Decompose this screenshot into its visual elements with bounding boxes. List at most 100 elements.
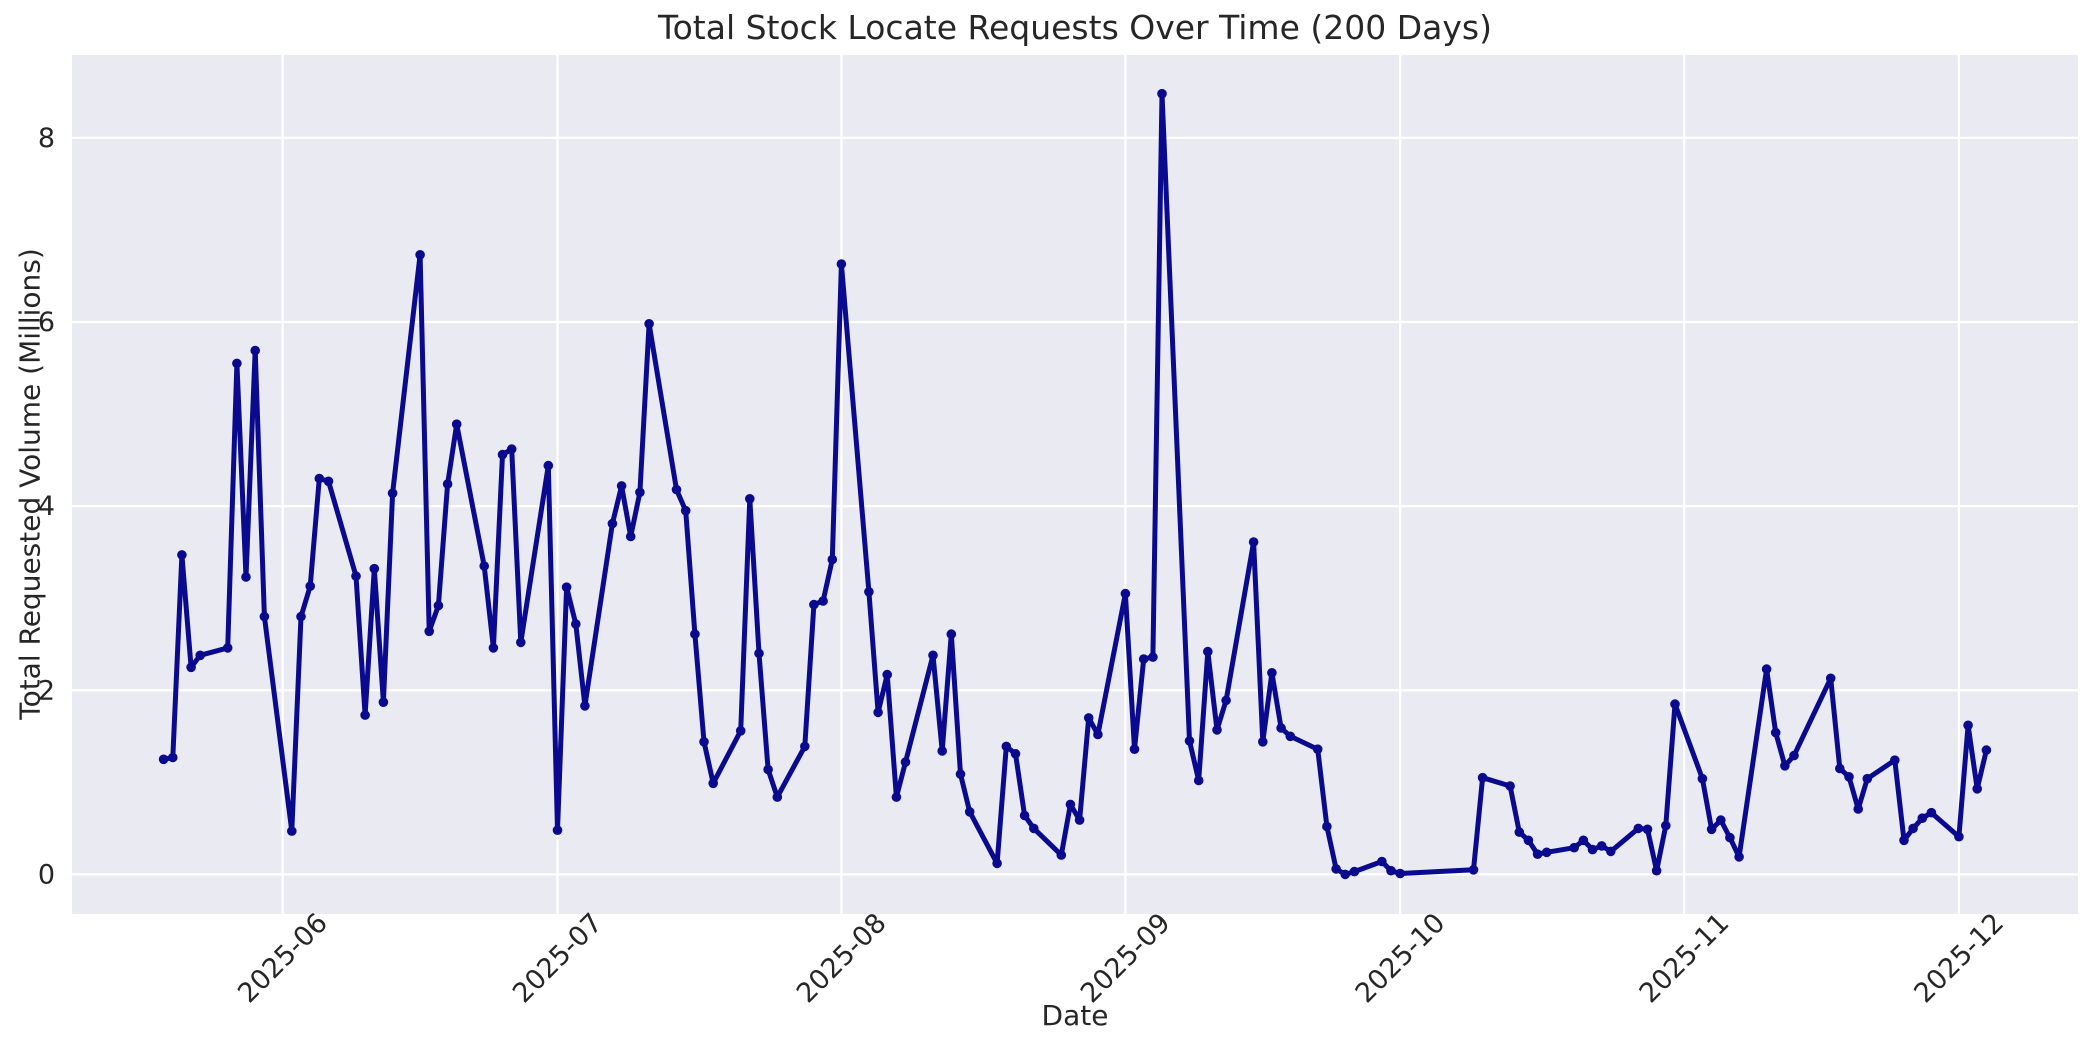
data-point bbox=[571, 619, 581, 629]
data-point bbox=[1468, 865, 1479, 875]
data-point bbox=[1505, 781, 1515, 791]
data-point bbox=[351, 571, 361, 581]
data-point bbox=[1083, 713, 1094, 723]
data-point bbox=[580, 701, 590, 711]
x-axis-tick-labels: 2025-06 2025-07 2025-08 2025-09 2025-10 2025-… bbox=[232, 908, 2010, 1010]
data-point bbox=[1221, 695, 1231, 706]
x-axis-label: Date bbox=[1041, 999, 1109, 1032]
y-tick-label: 2 bbox=[38, 675, 55, 706]
data-point bbox=[1890, 755, 1900, 765]
data-point bbox=[763, 764, 773, 775]
data-point bbox=[1019, 810, 1030, 821]
data-point bbox=[1065, 799, 1076, 810]
data-point bbox=[186, 662, 196, 673]
data-series bbox=[158, 88, 1992, 880]
gridlines bbox=[72, 55, 2078, 914]
data-point bbox=[992, 858, 1002, 869]
data-point bbox=[735, 726, 746, 736]
data-point bbox=[625, 531, 636, 542]
data-point bbox=[415, 250, 425, 260]
data-point bbox=[1248, 537, 1259, 547]
data-point bbox=[1825, 673, 1836, 684]
plot-background bbox=[72, 55, 2078, 914]
data-point bbox=[800, 741, 810, 752]
data-point bbox=[1157, 88, 1167, 99]
y-tick-label: 6 bbox=[38, 307, 55, 338]
data-point bbox=[1578, 835, 1589, 846]
data-point bbox=[543, 460, 554, 471]
data-point bbox=[1716, 815, 1726, 825]
data-point bbox=[1386, 865, 1396, 876]
data-point bbox=[1276, 723, 1286, 733]
data-point bbox=[1541, 847, 1552, 858]
x-tick-label: 2025-10 bbox=[1350, 908, 1452, 1010]
y-axis-label: Total Requested Volume (Millions) bbox=[13, 248, 47, 720]
series-line bbox=[161, 91, 1989, 877]
data-point bbox=[644, 319, 654, 329]
data-point bbox=[1981, 745, 1992, 755]
data-point bbox=[1761, 664, 1772, 674]
data-point bbox=[1203, 646, 1213, 657]
data-point bbox=[882, 669, 892, 680]
data-point bbox=[1835, 763, 1845, 774]
data-point bbox=[1706, 824, 1717, 835]
data-point bbox=[222, 643, 233, 653]
data-point bbox=[1770, 727, 1781, 738]
data-point bbox=[378, 697, 389, 707]
y-tick-label: 8 bbox=[38, 123, 55, 154]
data-point bbox=[1129, 744, 1140, 754]
data-point bbox=[607, 518, 618, 529]
data-point bbox=[900, 757, 911, 767]
data-point bbox=[818, 596, 828, 606]
data-point bbox=[827, 554, 838, 565]
x-tick-label: 2025-11 bbox=[1634, 908, 1736, 1010]
data-point bbox=[1477, 772, 1488, 783]
data-point bbox=[259, 611, 270, 622]
data-point bbox=[1395, 868, 1405, 879]
data-point bbox=[479, 561, 490, 571]
data-point bbox=[1514, 827, 1525, 837]
data-point bbox=[1853, 804, 1863, 814]
data-point bbox=[946, 629, 957, 639]
data-point bbox=[836, 259, 847, 269]
data-point bbox=[1725, 832, 1735, 843]
data-point bbox=[1377, 856, 1387, 867]
data-point bbox=[1138, 654, 1149, 664]
data-point bbox=[1569, 842, 1579, 853]
data-point bbox=[158, 754, 169, 765]
data-point bbox=[250, 345, 260, 356]
data-point bbox=[1734, 852, 1744, 862]
data-point bbox=[369, 563, 380, 574]
data-point bbox=[1661, 820, 1671, 831]
data-point bbox=[287, 826, 297, 836]
data-point bbox=[1697, 773, 1708, 784]
data-point bbox=[1642, 824, 1653, 835]
data-point bbox=[1972, 784, 1982, 794]
data-point bbox=[1596, 841, 1607, 851]
data-point bbox=[1312, 744, 1323, 754]
x-tick-label: 2025-08 bbox=[791, 908, 893, 1010]
x-tick-label: 2025-12 bbox=[1908, 908, 2010, 1010]
data-point bbox=[1331, 864, 1341, 874]
data-point bbox=[1789, 750, 1799, 761]
data-point bbox=[708, 778, 718, 789]
data-point bbox=[1285, 731, 1296, 742]
data-point bbox=[1651, 865, 1662, 876]
data-point bbox=[1001, 741, 1012, 752]
data-point bbox=[1606, 846, 1616, 857]
x-tick-label: 2025-06 bbox=[232, 908, 334, 1010]
data-point bbox=[1010, 749, 1021, 759]
data-point bbox=[891, 792, 902, 802]
data-point bbox=[1862, 773, 1873, 784]
data-point bbox=[616, 481, 627, 491]
x-tick-label: 2025-09 bbox=[1075, 908, 1177, 1010]
data-point bbox=[937, 746, 947, 756]
data-point bbox=[1908, 823, 1918, 834]
data-point bbox=[964, 807, 975, 817]
data-point bbox=[177, 550, 187, 560]
data-point bbox=[955, 769, 966, 779]
data-point bbox=[1954, 831, 1964, 842]
data-point bbox=[690, 629, 700, 639]
